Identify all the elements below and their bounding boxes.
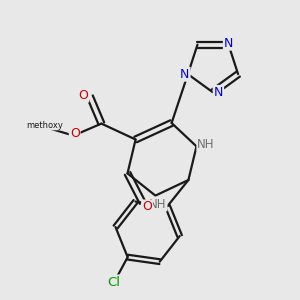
- Text: N: N: [180, 68, 190, 81]
- Text: O: O: [142, 200, 152, 214]
- Text: methoxy: methoxy: [27, 121, 63, 130]
- Text: NH: NH: [197, 137, 215, 151]
- Text: NH: NH: [149, 197, 166, 211]
- Text: N: N: [214, 86, 223, 99]
- Text: O: O: [70, 127, 80, 140]
- Text: N: N: [224, 37, 233, 50]
- Text: O: O: [79, 88, 88, 102]
- Text: Cl: Cl: [108, 275, 121, 289]
